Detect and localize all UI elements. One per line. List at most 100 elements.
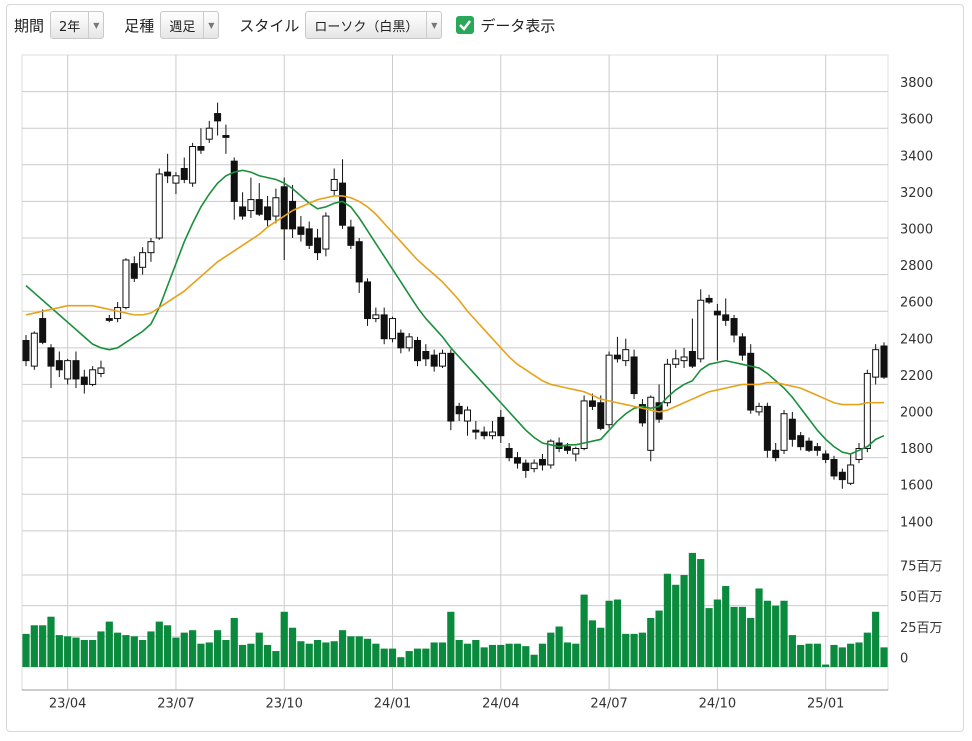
volume-bar — [430, 642, 438, 667]
volume-bar — [189, 630, 197, 667]
style-value: ローソク（白黒） — [314, 19, 419, 35]
candle-body — [389, 318, 397, 340]
volume-bar — [322, 642, 330, 667]
style-select[interactable]: ローソク（白黒） ▼ — [305, 11, 443, 39]
volume-bar — [572, 643, 580, 667]
candle-body — [638, 404, 646, 424]
volume-bar — [622, 633, 630, 667]
period-select[interactable]: 2年 ▼ — [50, 11, 105, 39]
volume-bar — [522, 646, 530, 667]
volume-bar — [313, 640, 322, 667]
candle-body — [805, 440, 813, 451]
volume-bar — [805, 643, 813, 667]
volume-bar — [638, 632, 647, 667]
volume-bar — [672, 584, 680, 667]
candle-body — [289, 200, 297, 230]
candle-body — [247, 199, 255, 212]
volume-bar — [505, 643, 513, 667]
volume-bar — [563, 642, 572, 667]
candle-body — [838, 471, 846, 481]
candle-body — [405, 336, 413, 349]
y-tick-label: 3200 — [900, 186, 933, 201]
y-tick-label: 3000 — [900, 223, 933, 238]
volume-bar — [355, 636, 363, 667]
candle-body — [763, 405, 771, 451]
volume-bar — [372, 643, 380, 667]
volume-bar — [547, 632, 555, 667]
candle-body — [155, 173, 163, 239]
volume-bar — [413, 648, 422, 667]
period-label: 期間 — [14, 16, 45, 35]
volume-bar — [363, 638, 372, 667]
y-tick-label: 2400 — [900, 332, 933, 347]
volume-bar — [588, 620, 597, 667]
volume-bar — [64, 636, 72, 667]
candle-body — [722, 314, 730, 321]
candle-body — [447, 352, 455, 422]
volume-bar — [705, 608, 713, 667]
volume-bar — [338, 630, 347, 667]
volume-bar — [730, 606, 738, 667]
candle-body — [30, 332, 38, 367]
volume-bar — [97, 631, 105, 667]
x-tick-label: 24/04 — [482, 697, 519, 712]
data-label: データ表示 — [480, 16, 556, 35]
volume-bar — [580, 594, 588, 667]
volume-bar — [863, 632, 871, 667]
candle-body — [480, 431, 488, 437]
volume-bar — [713, 599, 721, 667]
candle-body — [330, 178, 338, 191]
volume-bar — [114, 632, 122, 667]
candle-body — [630, 356, 638, 395]
volume-bar — [872, 611, 880, 667]
candle-body — [755, 405, 763, 413]
volume-bar — [880, 647, 888, 667]
candle-body — [422, 350, 430, 360]
volume-bar — [288, 627, 297, 667]
candle-body — [364, 281, 372, 320]
volume-bar — [447, 611, 455, 667]
volume-bar — [397, 657, 405, 667]
candle-body — [189, 146, 197, 184]
dropdown-arrow: ▼ — [88, 12, 103, 38]
volume-bar — [155, 621, 163, 667]
candle-body — [538, 458, 546, 466]
candle-body — [780, 413, 788, 451]
candle-body — [747, 352, 755, 411]
volume-bar — [680, 574, 688, 667]
candle-body — [305, 228, 313, 246]
data-checkbox[interactable] — [456, 16, 475, 34]
check-icon — [459, 20, 472, 31]
candle-body — [105, 318, 113, 321]
volume-bar — [130, 636, 138, 667]
volume-bar — [530, 654, 538, 667]
volume-bar — [388, 648, 397, 667]
candle-body — [130, 263, 138, 279]
candle-body — [372, 314, 380, 320]
candle-body — [455, 405, 463, 415]
volume-bar — [205, 642, 213, 667]
volume-bar — [147, 631, 155, 667]
volume-bar — [847, 643, 855, 667]
candle-body — [813, 446, 821, 451]
candle-body — [730, 318, 738, 336]
volume-bar — [297, 641, 305, 667]
volume-bar — [72, 637, 80, 667]
volume-bar — [213, 630, 222, 667]
candle-body — [64, 360, 72, 380]
volume-bar — [255, 632, 263, 667]
x-tick-label: 25/01 — [807, 697, 844, 712]
candle-body — [314, 237, 322, 254]
candle-body — [47, 347, 55, 367]
y-tick-label: 1800 — [900, 442, 933, 457]
candle-body — [688, 350, 696, 367]
volume-bar — [380, 648, 388, 667]
interval-select[interactable]: 週足 ▼ — [160, 11, 220, 39]
y-tick-label: 2000 — [900, 406, 933, 421]
interval-label: 足種 — [124, 16, 155, 35]
candle-body — [830, 458, 838, 477]
volume-bar — [738, 606, 746, 667]
candle-body — [513, 457, 521, 464]
candle-body — [647, 396, 655, 451]
